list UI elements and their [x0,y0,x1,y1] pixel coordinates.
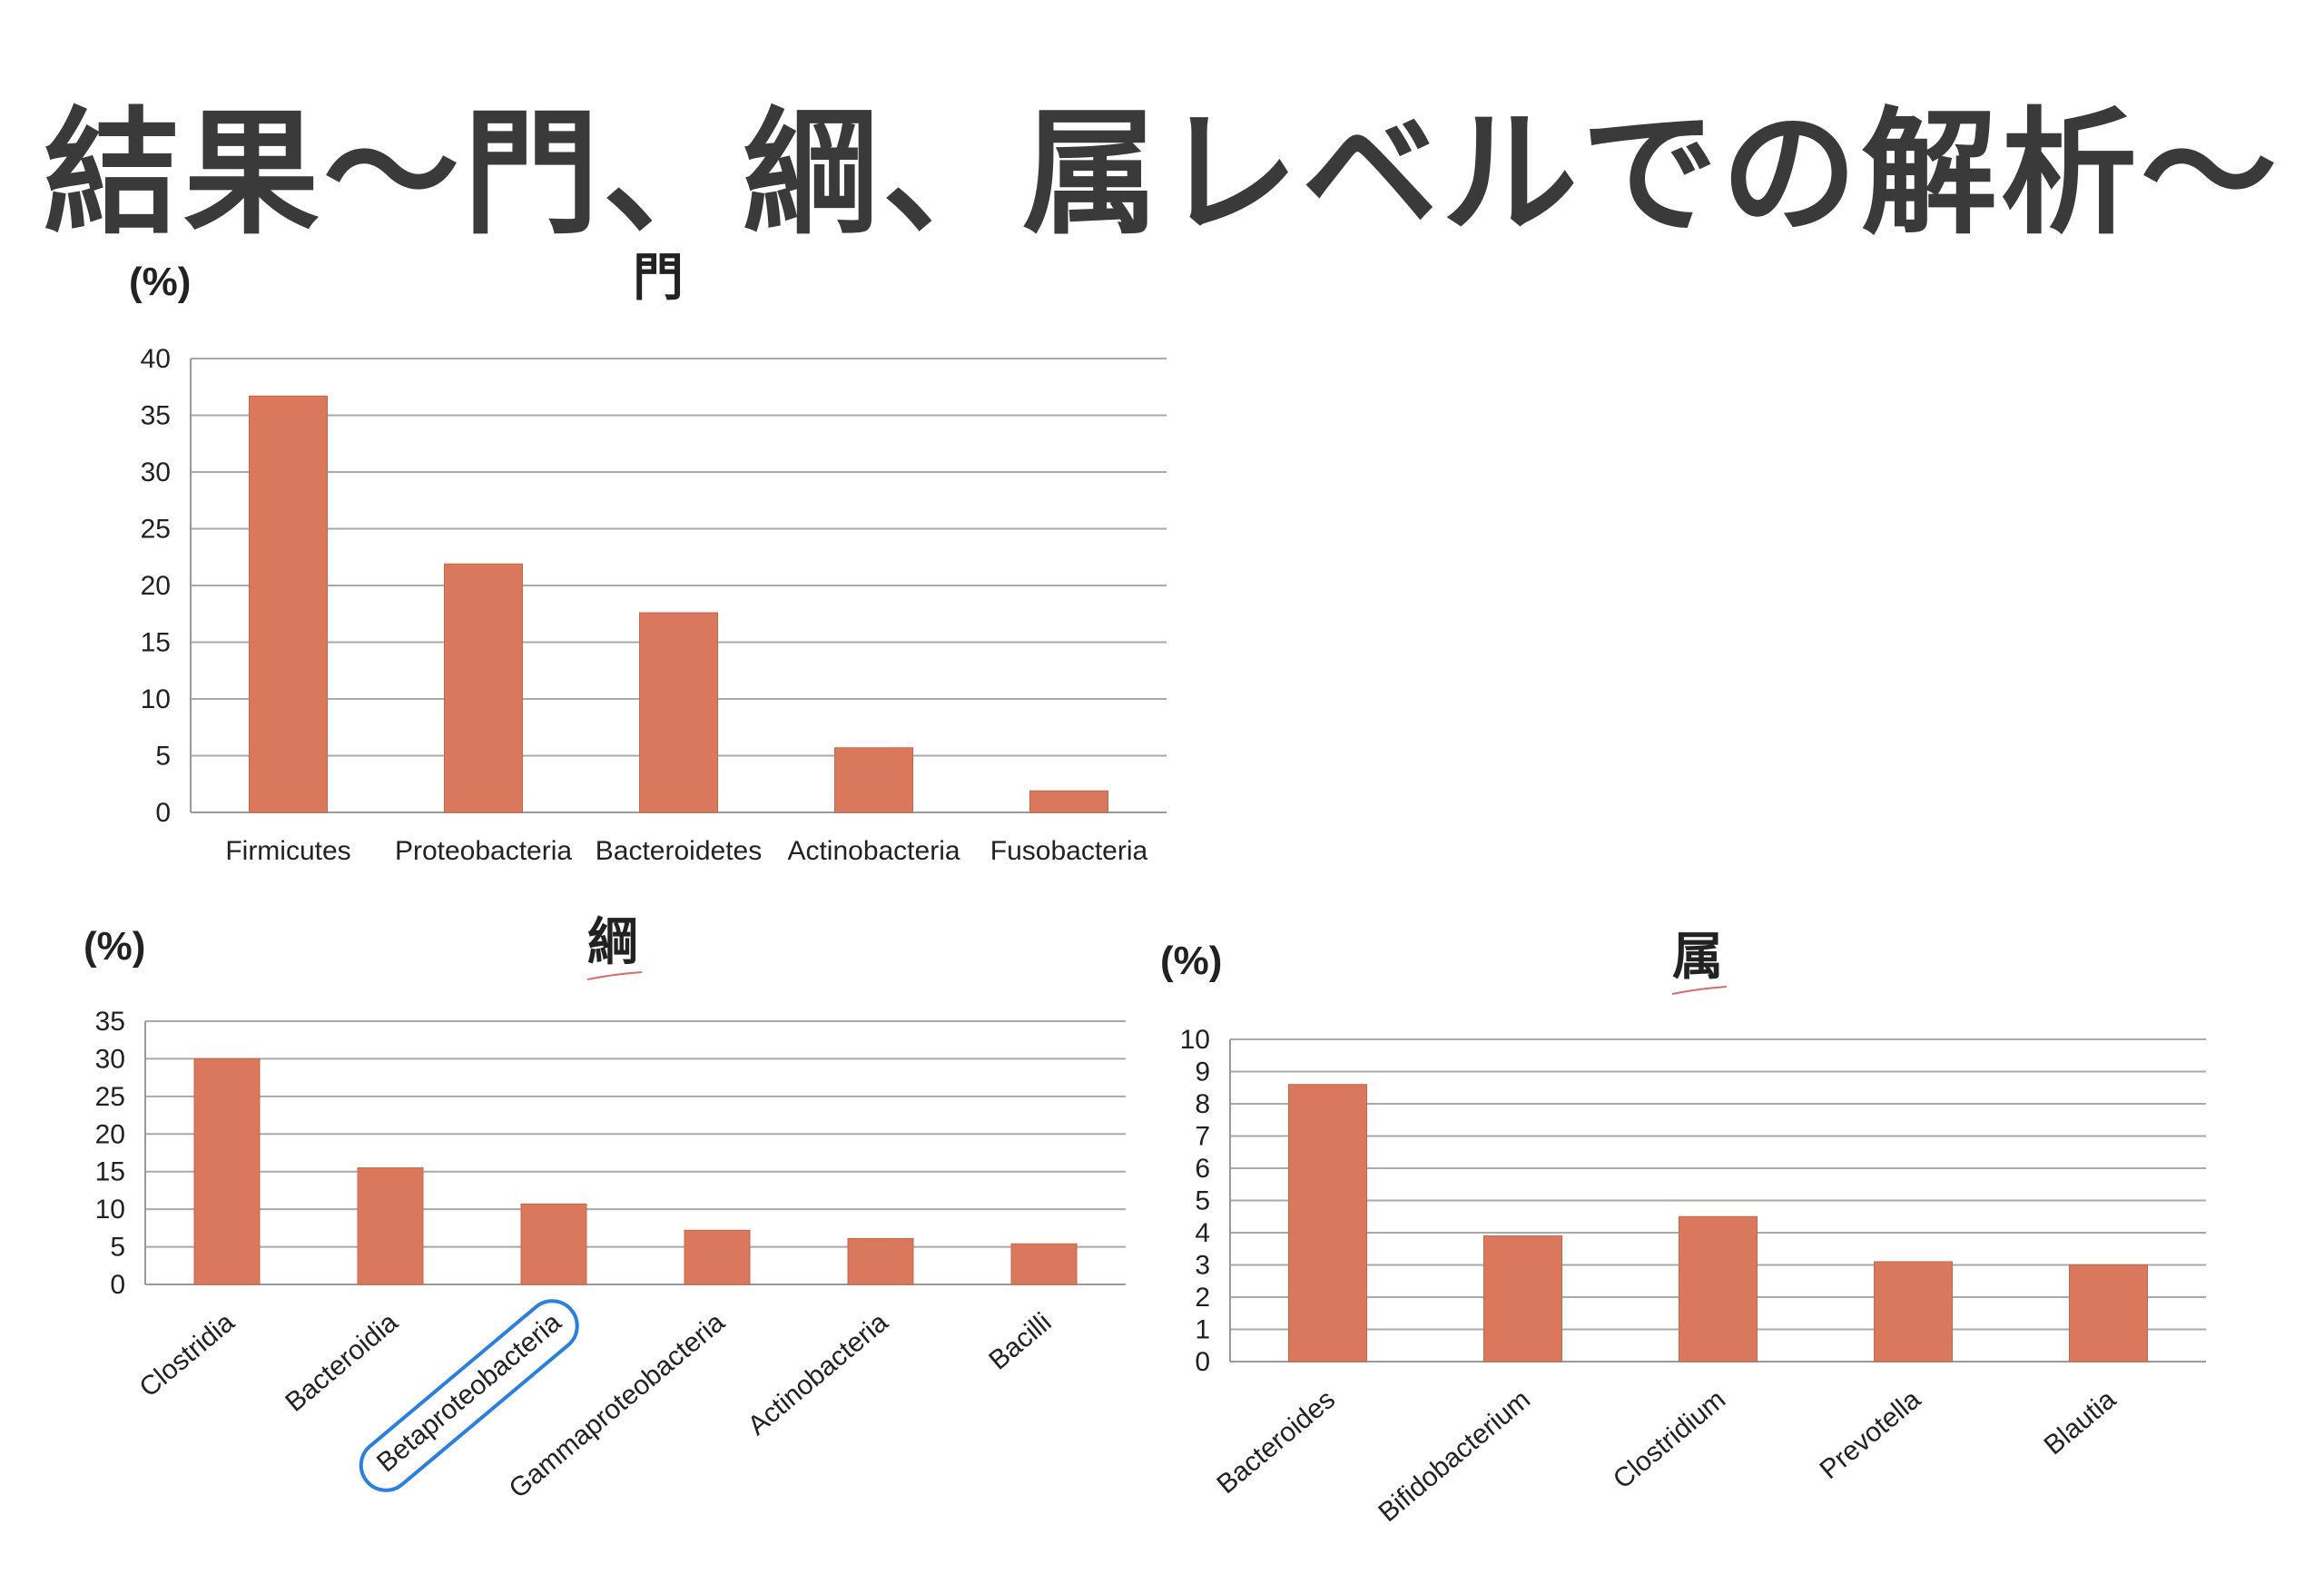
y-tick-label: 3 [1195,1251,1210,1281]
category-label: Firmicutes [225,836,350,866]
bar-fusobacteria [1029,790,1108,813]
y-tick-label: 35 [141,401,171,431]
highlight-circle [359,1299,579,1492]
bar-bacteroidia [357,1167,424,1285]
bar-actinobacteria [847,1237,914,1285]
y-tick-label: 9 [1195,1058,1210,1087]
y-tick-label: 10 [141,684,171,714]
bar-clostridium [1679,1215,1758,1362]
category-label: Bifidobacterium [1373,1384,1536,1528]
y-tick-label: 40 [141,344,171,374]
slide-title: 結果～門、綱、属レベルでの解析～ [43,95,2280,253]
y-unit-label: (%) [84,924,145,969]
category-label: Blautia [2039,1384,2122,1461]
bar-bacteroidetes [639,612,718,813]
category-label: Prevotella [1815,1384,1927,1485]
chart-title: 綱 [587,913,638,970]
y-tick-label: 6 [1195,1154,1210,1184]
category-label: Bacteroidia [280,1307,403,1418]
y-tick-label: 2 [1195,1283,1210,1313]
bar-proteobacteria [444,563,523,813]
bar-bacteroides [1288,1084,1367,1362]
chart-title: 門 [633,249,684,306]
title-pen-mark [1671,986,1728,995]
y-tick-label: 5 [1195,1186,1210,1216]
y-unit-label: (%) [129,260,191,304]
y-tick-label: 20 [95,1119,125,1149]
category-label: Proteobacteria [395,836,572,866]
category-label: Actinobacteria [787,836,960,866]
bar-bifidobacterium [1483,1235,1562,1362]
bar-blautia [2069,1264,2148,1362]
chart-class: (%) 綱 0 5 10 15 20 25 30 35 Clostridia Bacteroidia B… [84,913,1126,1504]
y-tick-label: 25 [95,1082,125,1112]
chart-title: 属 [1672,928,1723,985]
category-label: Bacteroides [1211,1384,1341,1500]
y-tick-label: 0 [110,1270,125,1300]
y-tick-label: 10 [95,1195,125,1225]
y-tick-label: 5 [110,1233,125,1263]
chart-phylum: (%) 門 0 5 10 15 20 25 30 35 40 Firmicutes Proteobact… [129,249,1167,866]
y-tick-label: 25 [141,515,171,545]
bar-gammaproteobacteria [684,1229,751,1285]
y-tick-label: 0 [1195,1347,1210,1377]
y-tick-label: 30 [141,457,171,487]
y-tick-label: 0 [155,798,171,828]
y-tick-label: 1 [1195,1315,1210,1345]
category-label: Clostridia [133,1307,240,1403]
category-label: Bacteroidetes [596,836,762,866]
bar-actinobacteria [834,747,913,813]
bar-prevotella [1874,1261,1953,1362]
category-label: Clostridium [1608,1384,1731,1495]
y-tick-label: 10 [1180,1025,1210,1055]
category-label: Bacilli [983,1307,1057,1376]
bar-bacilli [1010,1243,1078,1285]
y-tick-label: 15 [141,628,171,658]
bar-betaproteobacteria [520,1203,587,1285]
title-pen-mark [586,971,643,980]
y-tick-label: 20 [141,571,171,601]
y-tick-label: 15 [95,1157,125,1187]
y-tick-label: 35 [95,1007,125,1037]
bar-firmicutes [249,395,328,813]
y-tick-label: 7 [1195,1122,1210,1152]
y-tick-label: 5 [155,742,171,772]
y-tick-label: 30 [95,1044,125,1074]
category-label: Fusobacteria [990,836,1148,866]
y-tick-label: 4 [1195,1218,1210,1248]
y-tick-label: 8 [1195,1089,1210,1119]
category-label: Actinobacteria [743,1307,894,1441]
y-unit-label: (%) [1160,939,1222,983]
bar-clostridia [193,1058,261,1285]
